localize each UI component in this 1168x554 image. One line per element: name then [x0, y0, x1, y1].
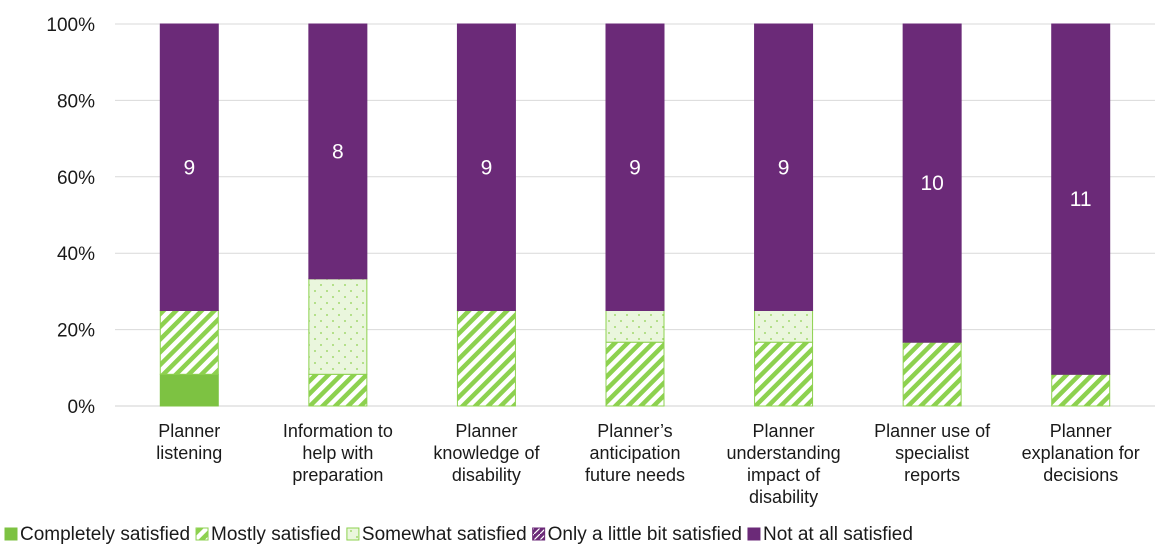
category-label: Planner’s anticipation future needs: [585, 421, 685, 485]
legend-label: Completely satisfied: [20, 524, 190, 545]
category-label-line: Information to: [283, 421, 393, 441]
category-label-line: knowledge of: [433, 443, 540, 463]
bar-segment: [754, 23, 814, 311]
bar-segment: [902, 23, 962, 343]
category-label-line: reports: [904, 465, 960, 485]
y-tick-label: 60%: [57, 168, 95, 189]
data-labels: 9 8 9 9 9 10 11: [183, 140, 1091, 211]
category-label-line: impact of: [747, 465, 821, 485]
category-label-line: future needs: [585, 465, 685, 485]
bar-segment: [159, 310, 219, 375]
bar-segment: [159, 373, 219, 407]
legend-item: Somewhat satisfied: [346, 524, 527, 545]
y-tick-label: 40%: [57, 244, 95, 265]
legend-item: Only a little bit satisfied: [532, 524, 742, 545]
category-label-line: decisions: [1043, 465, 1118, 485]
category-label-line: specialist: [895, 443, 969, 463]
bar-segment: [605, 310, 665, 343]
category-label-line: understanding: [727, 443, 841, 463]
bar-segment: [456, 23, 516, 311]
category-label: Information to help with preparation: [283, 421, 393, 485]
data-label: 8: [332, 140, 344, 163]
category-label: Planner understanding impact of disability: [727, 421, 841, 507]
bar-segment: [902, 341, 962, 407]
legend-label: Somewhat satisfied: [362, 524, 527, 545]
data-label: 9: [183, 156, 195, 179]
category-label-line: Planner: [158, 421, 220, 441]
legend-swatch: [346, 527, 360, 541]
bar-segment: [605, 341, 665, 407]
y-tick-label: 0%: [68, 397, 96, 418]
y-tick-label: 80%: [57, 91, 95, 112]
legend-swatch: [532, 527, 546, 541]
bar-segment: [159, 23, 219, 311]
bar-segment: [1051, 373, 1111, 407]
y-tick-label: 20%: [57, 321, 95, 342]
data-label: 9: [629, 156, 641, 179]
category-label: Planner listening: [156, 421, 222, 463]
legend-item: Completely satisfied: [4, 524, 190, 545]
bar-segment: [308, 278, 368, 375]
category-label-line: listening: [156, 443, 222, 463]
category-label-line: disability: [749, 487, 818, 507]
legend-label: Only a little bit satisfied: [548, 524, 742, 545]
category-label-line: anticipation: [589, 443, 680, 463]
category-label-line: disability: [452, 465, 521, 485]
category-label: Planner knowledge of disability: [433, 421, 540, 485]
category-label-line: explanation for: [1022, 443, 1140, 463]
y-axis: 0% 20% 40% 60% 80% 100%: [46, 15, 95, 418]
legend-item: Not at all satisfied: [747, 524, 913, 545]
category-label: Planner explanation for decisions: [1022, 421, 1140, 485]
legend-label: Mostly satisfied: [211, 524, 341, 545]
category-label-line: Planner: [753, 421, 815, 441]
bars: [159, 23, 1111, 407]
bar-segment: [308, 23, 368, 280]
category-label-line: Planner’s: [597, 421, 672, 441]
bar-segment: [754, 310, 814, 343]
data-label: 9: [481, 156, 493, 179]
category-label-line: Planner use of: [874, 421, 991, 441]
bar-segment: [456, 310, 516, 407]
bar-segment: [754, 341, 814, 407]
legend-item: Mostly satisfied: [195, 524, 341, 545]
bar-segment: [308, 373, 368, 407]
category-label: Planner use of specialist reports: [874, 421, 991, 485]
category-label-line: preparation: [292, 465, 383, 485]
category-label-line: Planner: [1050, 421, 1112, 441]
category-label-line: help with: [302, 443, 373, 463]
bar-segment: [605, 23, 665, 311]
legend-swatch: [195, 527, 209, 541]
data-label: 10: [920, 172, 943, 195]
legend-swatch: [747, 527, 761, 541]
legend-swatch: [4, 527, 18, 541]
data-label: 9: [778, 156, 790, 179]
legend-label: Not at all satisfied: [763, 524, 913, 545]
y-tick-label: 100%: [46, 15, 95, 36]
category-label-line: Planner: [455, 421, 517, 441]
legend: Completely satisfied Mostly satisfied Some…: [4, 524, 913, 545]
data-label: 11: [1070, 188, 1092, 211]
bar-segment: [1051, 23, 1111, 375]
